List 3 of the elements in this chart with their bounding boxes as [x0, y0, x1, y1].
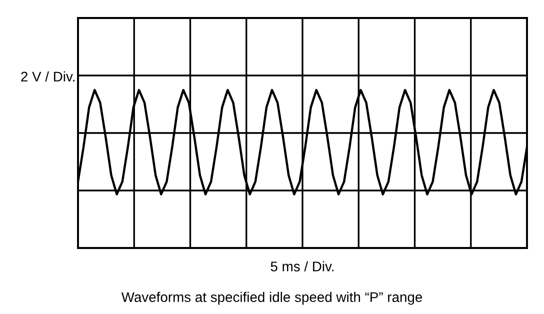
x-axis-title: 5 ms / Div. — [270, 261, 334, 272]
y-axis-title: 2 V / Div. — [21, 71, 74, 82]
text: Waveforms at specified idle speed with “P” range — [121, 292, 422, 305]
